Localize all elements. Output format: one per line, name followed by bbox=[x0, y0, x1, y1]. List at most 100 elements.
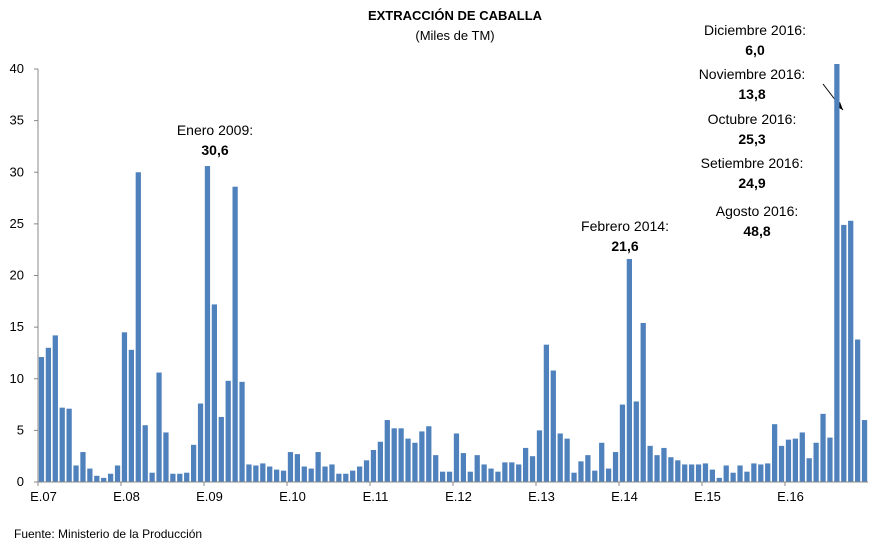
bar bbox=[744, 471, 750, 482]
bar bbox=[287, 452, 294, 482]
bar bbox=[308, 468, 314, 482]
bar bbox=[336, 473, 342, 482]
annotation-label: Setiembre 2016: bbox=[701, 155, 804, 171]
bar bbox=[716, 477, 722, 482]
bar bbox=[45, 347, 52, 482]
x-tick-label: E.12 bbox=[445, 489, 472, 504]
bar bbox=[654, 455, 660, 482]
bar bbox=[370, 449, 377, 482]
bar bbox=[633, 401, 639, 482]
bar bbox=[419, 431, 425, 482]
bar bbox=[363, 460, 370, 482]
bar bbox=[564, 438, 570, 482]
bar bbox=[668, 457, 674, 482]
bar bbox=[675, 460, 681, 482]
bar bbox=[737, 465, 743, 482]
bar bbox=[834, 64, 840, 482]
bar bbox=[356, 466, 363, 482]
bar bbox=[329, 464, 335, 482]
bar bbox=[391, 428, 397, 482]
bar bbox=[38, 357, 45, 482]
bar bbox=[806, 458, 812, 482]
bar bbox=[557, 433, 563, 482]
y-tick-label: 25 bbox=[10, 216, 24, 231]
y-tick-label: 20 bbox=[10, 268, 24, 283]
bar bbox=[827, 437, 833, 482]
annotation-value: 24,9 bbox=[738, 175, 765, 191]
bar bbox=[854, 339, 861, 482]
bar bbox=[343, 473, 349, 482]
bar bbox=[197, 403, 204, 482]
bar bbox=[751, 463, 757, 482]
bar bbox=[156, 372, 162, 482]
x-tick-label: E.16 bbox=[777, 489, 804, 504]
bar bbox=[322, 466, 328, 482]
bar bbox=[682, 464, 688, 482]
bar bbox=[848, 220, 854, 482]
bar bbox=[647, 445, 653, 482]
bar bbox=[467, 471, 473, 482]
annotation-value: 6,0 bbox=[745, 42, 765, 58]
bar bbox=[536, 430, 543, 482]
bar bbox=[481, 464, 487, 482]
bar bbox=[522, 447, 529, 482]
bar bbox=[529, 456, 536, 482]
bar bbox=[80, 452, 86, 482]
bar bbox=[502, 462, 508, 482]
bar bbox=[398, 428, 404, 482]
bar bbox=[841, 224, 847, 482]
bar bbox=[87, 468, 93, 482]
bar bbox=[384, 420, 390, 482]
bar bbox=[688, 464, 695, 482]
y-tick-label: 30 bbox=[10, 164, 24, 179]
annotation-value: 25,3 bbox=[738, 131, 765, 147]
bar bbox=[204, 166, 211, 482]
bar bbox=[211, 304, 218, 482]
y-tick-label: 0 bbox=[17, 474, 24, 489]
bar bbox=[433, 455, 439, 482]
bar bbox=[509, 462, 515, 482]
bar bbox=[412, 442, 418, 482]
bar bbox=[225, 380, 231, 482]
bar bbox=[861, 420, 868, 482]
bar bbox=[66, 408, 72, 482]
bar bbox=[107, 473, 114, 482]
bar bbox=[612, 452, 619, 482]
bar bbox=[177, 473, 183, 482]
annotation-value: 48,8 bbox=[743, 223, 770, 239]
bar bbox=[723, 465, 729, 482]
bar bbox=[820, 413, 826, 482]
bar bbox=[605, 468, 612, 482]
bar bbox=[592, 470, 598, 482]
annotation-value: 21,6 bbox=[611, 238, 638, 254]
x-tick-label: E.14 bbox=[611, 489, 638, 504]
bar bbox=[170, 473, 176, 482]
bar bbox=[59, 407, 65, 482]
source: Fuente: Ministerio de la Producción bbox=[14, 527, 202, 541]
bar bbox=[640, 322, 646, 482]
bar bbox=[163, 432, 169, 482]
bar bbox=[571, 472, 577, 482]
bar bbox=[135, 172, 141, 482]
bar bbox=[273, 469, 280, 482]
bar bbox=[260, 463, 266, 482]
bar bbox=[405, 438, 411, 482]
bar bbox=[771, 424, 778, 482]
bar bbox=[294, 454, 301, 482]
x-tick-label: E.08 bbox=[113, 489, 140, 504]
annotation-value: 13,8 bbox=[738, 86, 765, 102]
y-tick-label: 40 bbox=[10, 61, 24, 76]
bar bbox=[128, 349, 135, 482]
bars bbox=[38, 64, 868, 482]
annotation-label: Noviembre 2016: bbox=[699, 66, 806, 82]
bar bbox=[184, 472, 190, 482]
y-tick-label: 10 bbox=[10, 371, 24, 386]
bar bbox=[792, 438, 799, 482]
annotation-label: Agosto 2016: bbox=[716, 203, 799, 219]
bar bbox=[730, 472, 736, 482]
bar bbox=[599, 442, 605, 482]
bar bbox=[446, 471, 453, 482]
bar bbox=[315, 452, 321, 482]
bar bbox=[73, 465, 79, 482]
